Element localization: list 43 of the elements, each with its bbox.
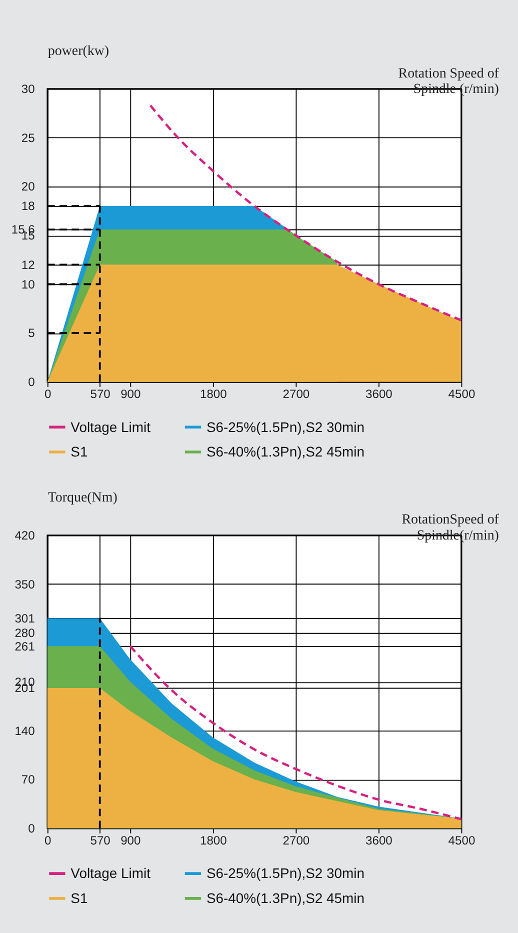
- x-tick-label: 900: [120, 833, 142, 848]
- x-axis-title: RotationSpeed of Spindle(r/min): [402, 512, 500, 544]
- x-tick-label: 3600: [366, 833, 393, 848]
- line-series: [149, 104, 462, 322]
- y-tick-label: 140: [14, 724, 36, 738]
- y-tick-label: 420: [14, 528, 36, 542]
- legend-label: S1: [70, 444, 88, 460]
- x-tick-label: 4500: [448, 387, 476, 402]
- line-series: [129, 645, 462, 820]
- legend-label: S6-40%(1.3Pn),S2 45min: [206, 444, 365, 460]
- legend-label: S6-40%(1.3Pn),S2 45min: [206, 890, 365, 906]
- legend-label: S1: [70, 890, 88, 906]
- y-tick-label: 12: [21, 258, 36, 272]
- x-tick-label: 570: [90, 387, 111, 402]
- y-tick-label: 5: [28, 326, 36, 340]
- y-tick-label: 0: [28, 375, 36, 390]
- y-tick-label: 0: [28, 821, 36, 836]
- x-tick-label: 3600: [366, 387, 393, 402]
- x-tick-label: 1800: [200, 387, 228, 402]
- y-tick-label: 350: [14, 577, 36, 592]
- y-tick-label: 280: [14, 626, 36, 640]
- legend-label: Voltage Limit: [70, 418, 151, 435]
- y-tick-label: 18: [21, 199, 36, 214]
- x-tick-label: 900: [120, 387, 142, 402]
- y-tick-label: 25: [21, 130, 36, 145]
- legend-label: Voltage Limit: [70, 865, 151, 882]
- x-tick-label: 2700: [282, 387, 310, 402]
- x-tick-label: 570: [90, 833, 111, 848]
- y-tick-label: 261: [14, 639, 36, 654]
- y-tick-label: 10: [21, 277, 36, 292]
- y-tick-label: 30: [21, 82, 36, 96]
- x-tick-label: 1800: [200, 833, 228, 848]
- x-tick-label: 4500: [448, 833, 476, 848]
- y-tick-label: 20: [21, 180, 36, 194]
- y-axis-title: power(kw): [48, 44, 110, 59]
- x-tick-label: 0: [44, 387, 52, 402]
- y-axis-title: Torque(Nm): [48, 490, 118, 506]
- y-tick-label: 301: [14, 611, 36, 626]
- y-tick-label: 70: [21, 772, 36, 787]
- legend-label: S6-25%(1.5Pn),S2 30min: [206, 865, 365, 882]
- legend-label: S6-25%(1.5Pn),S2 30min: [206, 418, 365, 435]
- x-tick-label: 2700: [282, 833, 310, 848]
- x-tick-label: 0: [44, 833, 52, 848]
